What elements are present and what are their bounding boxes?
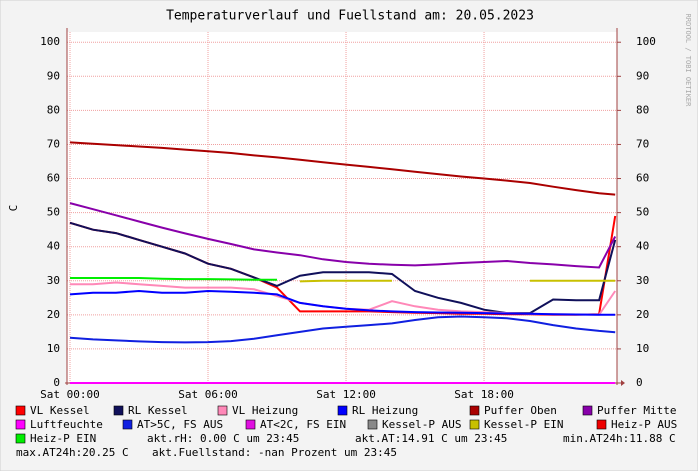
y-tick-label: 100 [40, 35, 60, 48]
legend-swatch [469, 419, 480, 430]
x-axis-arrow [621, 380, 625, 386]
legend-swatch [122, 419, 133, 430]
watermark: RRDTOOL / TOBI OETIKER [684, 14, 692, 108]
annotation: akt.AT:14.91 C um 23:45 [355, 432, 507, 445]
legend-label: AT<2C, FS EIN [260, 418, 346, 431]
legend-label: RL Kessel [128, 404, 188, 417]
y2-tick-label: 90 [636, 69, 649, 82]
legend-label: Luftfeuchte [30, 418, 103, 431]
legend-label: VL Kessel [30, 404, 90, 417]
plot-area [67, 32, 617, 383]
series-line [299, 279, 616, 283]
series-line [69, 141, 616, 196]
legend-swatch [113, 405, 124, 416]
y-tick-label: 70 [47, 137, 60, 150]
legend-label: VL Heizung [232, 404, 298, 417]
legend-swatch [337, 405, 348, 416]
y2-tick-label: 100 [636, 35, 656, 48]
x-tick-label: Sat 00:00 [40, 388, 100, 401]
y2-tick-label: 30 [636, 274, 649, 287]
x-tick-label: Sat 12:00 [316, 388, 376, 401]
x-tick-label: Sat 06:00 [178, 388, 238, 401]
y-tick-label: 90 [47, 69, 60, 82]
legend-label: Heiz-P AUS [611, 418, 677, 431]
series-line [69, 315, 616, 344]
y-tick-label: 50 [47, 206, 60, 219]
y2-tick-label: 70 [636, 137, 649, 150]
legend-swatch [217, 405, 228, 416]
y2-tick-label: 50 [636, 206, 649, 219]
y2-tick-label: 20 [636, 308, 649, 321]
y-tick-label: 40 [47, 240, 60, 253]
legend-swatch [15, 419, 26, 430]
y-tick-label: 0 [53, 376, 60, 389]
legend-swatch [15, 405, 26, 416]
x-tick-label: Sat 18:00 [454, 388, 514, 401]
y2-tick-label: 80 [636, 103, 649, 116]
y-tick-label: 10 [47, 342, 60, 355]
annotation: max.AT24h:20.25 C [16, 446, 129, 459]
y2-tick-label: 10 [636, 342, 649, 355]
series-line [69, 202, 617, 269]
y2-tick-label: 60 [636, 172, 649, 185]
annotation: akt.rH: 0.00 C um 23:45 [147, 432, 299, 445]
y2-tick-label: 0 [636, 376, 643, 389]
legend-label: Heiz-P EIN [30, 432, 96, 445]
y-tick-label: 20 [47, 308, 60, 321]
chart-title: Temperaturverlauf und Fuellstand am: 20.… [166, 9, 534, 24]
legend-label: AT>5C, FS AUS [137, 418, 223, 431]
series-line [69, 289, 616, 316]
legend-label: Puffer Mitte [597, 404, 676, 417]
legend-swatch [582, 405, 593, 416]
legend-label: Puffer Oben [484, 404, 557, 417]
legend-swatch [469, 405, 480, 416]
legend-swatch [15, 433, 26, 444]
y-tick-label: 80 [47, 103, 60, 116]
series-line [70, 277, 277, 281]
y2-tick-label: 40 [636, 240, 649, 253]
y-tick-label: 60 [47, 172, 60, 185]
annotation: min.AT24h:11.88 C [563, 432, 676, 445]
legend-label: RL Heizung [352, 404, 418, 417]
legend-swatch [245, 419, 256, 430]
legend-label: Kessel-P AUS [382, 418, 461, 431]
legend-label: Kessel-P EIN [484, 418, 563, 431]
y-axis-label: C [7, 205, 20, 212]
y-tick-label: 30 [47, 274, 60, 287]
legend-swatch [367, 419, 378, 430]
annotation: akt.Fuellstand: -nan Prozent um 23:45 [152, 446, 397, 459]
legend-swatch [596, 419, 607, 430]
